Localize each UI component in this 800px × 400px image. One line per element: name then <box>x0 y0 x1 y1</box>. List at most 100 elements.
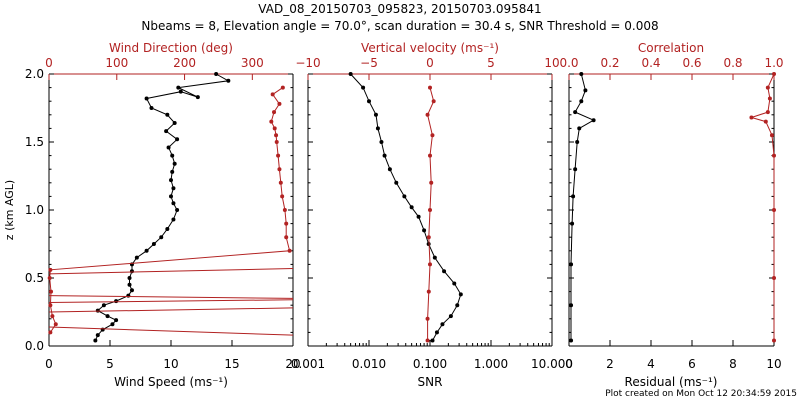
series-correlation <box>749 72 776 343</box>
data-point <box>402 194 407 199</box>
x-bottom-tick-label: 0.001 <box>291 357 325 371</box>
series-line <box>749 73 775 341</box>
data-point <box>284 235 289 240</box>
data-point <box>101 303 106 308</box>
x-bottom-tick-label: 0 <box>45 357 53 371</box>
x-top-tick-label: 0.4 <box>641 56 660 70</box>
data-point <box>442 269 447 274</box>
data-point <box>573 110 578 115</box>
data-point <box>440 322 445 327</box>
y-tick-label: 1.5 <box>25 135 44 149</box>
y-tick-label: 0.0 <box>25 339 44 353</box>
x-top-tick-label: 0.8 <box>723 56 742 70</box>
x-top-tick-label: 5 <box>487 56 495 70</box>
data-point <box>765 110 770 115</box>
data-point <box>164 129 169 134</box>
wrap-line <box>48 307 294 313</box>
series-vertical-velocity <box>425 85 436 343</box>
data-point <box>48 330 53 335</box>
x-bottom-tick-label: 20 <box>285 357 300 371</box>
data-point <box>214 72 219 76</box>
bottom-axis-label-wind-speed: Wind Speed (ms⁻¹) <box>114 375 228 389</box>
data-point <box>571 194 576 199</box>
data-point <box>426 235 431 240</box>
data-point <box>382 153 387 158</box>
data-point <box>114 318 119 323</box>
data-point <box>95 333 100 338</box>
data-point <box>367 99 371 104</box>
data-point <box>772 338 776 343</box>
x-top-tick-label: 0.6 <box>682 56 701 70</box>
data-point <box>280 194 285 199</box>
panel-wind-plot: 0.00.51.01.52.00 5 10 15 200 100 200 300 <box>25 56 301 371</box>
series-wind-speed <box>93 72 231 343</box>
data-point <box>282 208 287 212</box>
data-point <box>428 153 432 158</box>
series-line <box>427 87 435 341</box>
data-point <box>583 88 588 93</box>
series-line <box>570 73 595 341</box>
data-point <box>171 186 176 191</box>
data-point <box>169 194 173 199</box>
data-point <box>394 180 399 185</box>
x-top-tick-label: −5 <box>360 56 378 70</box>
data-point <box>426 289 431 294</box>
data-point <box>348 72 353 76</box>
data-point <box>48 267 53 272</box>
panel-vertical-velocity-plot: 0.001 0.010 0.100 1.000 10.000 −10 −5 0 5 10 <box>291 56 573 371</box>
data-point <box>175 137 180 142</box>
series-wind-direction <box>47 85 294 336</box>
x-top-tick-label: 300 <box>241 56 264 70</box>
data-point <box>172 120 177 125</box>
top-axis-label-wind-direction: Wind Direction (deg) <box>109 41 233 55</box>
data-point <box>278 180 283 185</box>
data-point <box>387 167 392 172</box>
data-point <box>425 112 430 117</box>
data-point <box>276 153 281 158</box>
x-bottom-tick-label: 15 <box>224 357 239 371</box>
data-point <box>591 118 596 123</box>
data-point <box>430 133 435 138</box>
data-point <box>409 205 414 210</box>
data-point <box>50 314 55 319</box>
x-top-tick-label: 0 <box>45 56 53 70</box>
x-bottom-tick-label: 10 <box>766 357 781 371</box>
data-point <box>431 99 436 104</box>
data-point <box>151 242 156 246</box>
data-point <box>269 119 274 124</box>
data-point <box>452 281 457 286</box>
panel-correlation: Correlation Residual (ms⁻¹) <box>625 41 718 389</box>
series-snr <box>348 72 463 343</box>
data-point <box>178 89 183 94</box>
x-bottom-tick-label: 0.100 <box>413 357 447 371</box>
data-point <box>455 303 460 308</box>
data-point <box>772 208 776 212</box>
data-point <box>171 217 176 222</box>
data-point <box>772 153 776 158</box>
data-point <box>170 169 175 174</box>
data-point <box>129 288 134 293</box>
data-point <box>272 110 277 115</box>
x-bottom-tick-label: 10 <box>163 357 178 371</box>
data-point <box>270 92 275 97</box>
x-top-tick-label: 0.2 <box>600 56 619 70</box>
data-point <box>458 292 463 297</box>
data-point <box>579 72 584 76</box>
wrap-line <box>48 299 294 303</box>
bottom-axis-label-snr: SNR <box>418 375 443 389</box>
data-point <box>165 227 170 232</box>
data-point <box>765 85 770 90</box>
data-point <box>165 112 170 117</box>
data-point <box>767 96 772 101</box>
top-axis-label-vertical-velocity: Vertical velocity (ms⁻¹) <box>361 41 499 55</box>
data-point <box>425 316 430 321</box>
data-point <box>149 106 154 110</box>
y-tick-label: 2.0 <box>25 67 44 81</box>
data-point <box>277 167 282 172</box>
x-bottom-tick-label: 4 <box>647 357 655 371</box>
data-point <box>570 221 575 226</box>
y-axis-label-height: z (km AGL) <box>3 180 16 240</box>
data-point <box>134 255 139 260</box>
x-top-tick-label: 200 <box>173 56 196 70</box>
data-point <box>49 289 54 294</box>
